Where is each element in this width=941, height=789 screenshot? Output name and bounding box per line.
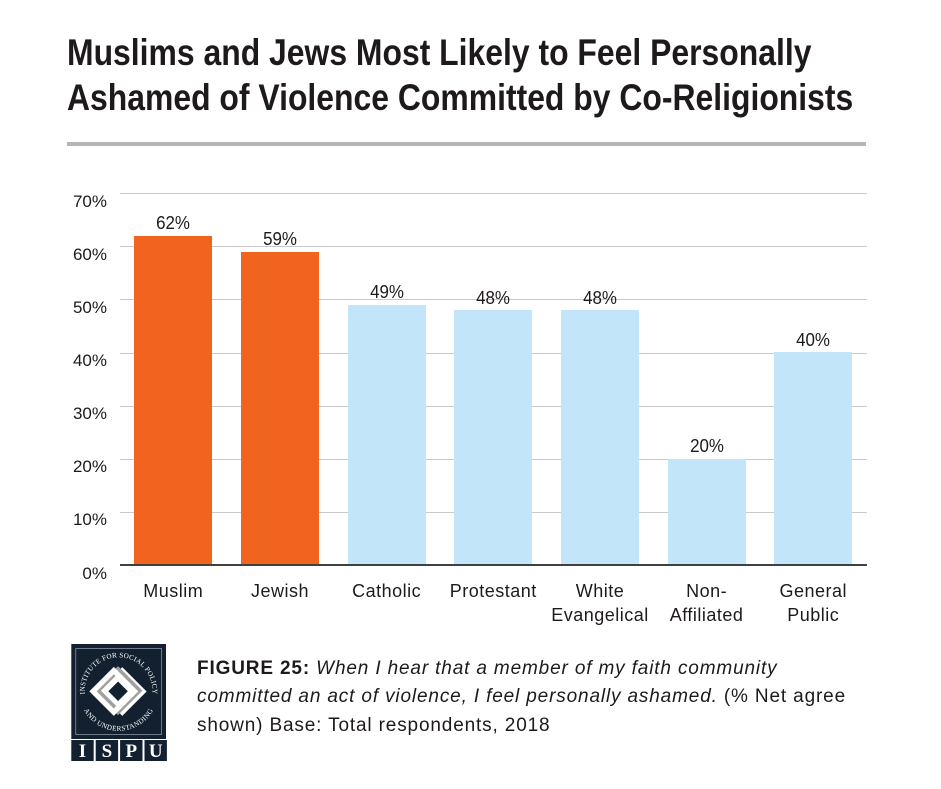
svg-text:I: I <box>79 741 86 762</box>
svg-text:U: U <box>149 741 163 762</box>
svg-text:P: P <box>125 741 137 762</box>
svg-text:S: S <box>102 741 113 762</box>
